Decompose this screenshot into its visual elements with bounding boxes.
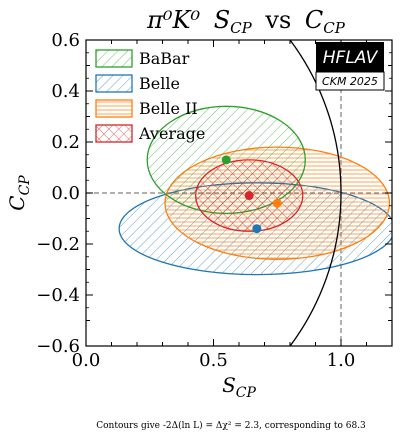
point-babar — [221, 155, 231, 165]
y-tick-label: 0.0 — [51, 183, 80, 204]
legend-label-average: Average — [138, 124, 205, 143]
legend-label-belle: Belle — [139, 74, 180, 93]
x-tick-label: 0.5 — [199, 350, 228, 371]
y-tick-label: 0.2 — [51, 132, 80, 153]
footnote: Contours give -2Δ(ln L) = Δχ² = 2.3, cor… — [96, 420, 366, 431]
x-tick-label: 1.0 — [327, 350, 356, 371]
x-axis-label: SCP — [222, 373, 256, 401]
y-tick-label: −0.4 — [36, 285, 80, 306]
legend-swatch-average — [95, 124, 133, 143]
y-tick-label: −0.6 — [36, 336, 80, 357]
legend-swatch-belle — [95, 74, 133, 93]
legend: BaBar Belle Belle II Average — [95, 49, 205, 143]
point-belle-ii — [272, 198, 282, 208]
y-tick-label: 0.4 — [51, 81, 80, 102]
point-belle — [252, 224, 262, 234]
legend-label-babar: BaBar — [139, 49, 190, 68]
hflav-badge: HFLAV CKM 2025 — [315, 42, 385, 91]
y-tick-label: −0.2 — [36, 234, 80, 255]
y-axis-label: CCP — [5, 175, 33, 211]
x-tick-label: 0.0 — [72, 350, 101, 371]
physical-boundary — [289, 40, 342, 346]
y-tick-label: 0.6 — [51, 30, 80, 51]
hflav-badge-subtitle: CKM 2025 — [322, 75, 378, 88]
hflav-badge-title: HFLAV — [323, 48, 379, 68]
point-average — [244, 191, 254, 201]
legend-swatch-babar — [95, 49, 133, 68]
legend-swatch-belle-ii — [95, 99, 133, 118]
chart-title: π⁰K⁰ SCP vs CCP — [146, 6, 346, 39]
legend-label-belle-ii: Belle II — [139, 99, 198, 118]
